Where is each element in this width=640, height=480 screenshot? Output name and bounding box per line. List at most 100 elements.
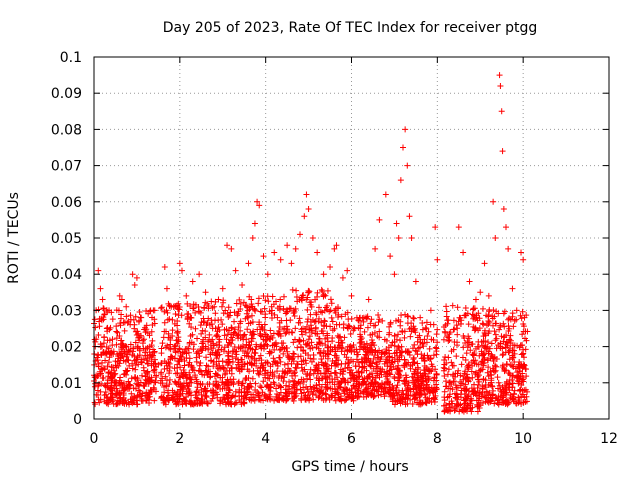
scatter-point — [517, 361, 524, 368]
scatter-point — [383, 346, 390, 353]
scatter-point — [410, 354, 417, 361]
scatter-point — [198, 396, 205, 403]
scatter-point — [281, 361, 288, 368]
scatter-point — [416, 332, 423, 339]
scatter-point — [167, 346, 174, 353]
scatter-point — [116, 292, 123, 299]
scatter-point — [189, 331, 196, 338]
scatter-point — [252, 387, 259, 394]
x-tick-label: 2 — [175, 431, 184, 447]
scatter-point — [482, 384, 489, 391]
scatter-point — [442, 354, 449, 361]
scatter-point — [321, 317, 328, 324]
scatter-point — [302, 350, 309, 357]
scatter-point — [361, 358, 368, 365]
scatter-point — [518, 382, 525, 389]
scatter-point — [355, 368, 362, 375]
scatter-point — [422, 375, 429, 382]
scatter-point — [233, 300, 240, 307]
scatter-point — [256, 393, 263, 400]
scatter-point — [245, 313, 252, 320]
scatter-point — [117, 320, 124, 327]
scatter-point — [315, 315, 322, 322]
scatter-point — [344, 346, 351, 353]
scatter-point — [240, 336, 247, 343]
scatter-point — [181, 358, 188, 365]
scatter-point — [149, 337, 156, 344]
scatter-point — [488, 351, 495, 358]
scatter-point — [493, 335, 500, 342]
scatter-point — [244, 388, 251, 395]
scatter-point — [239, 282, 246, 289]
scatter-point — [123, 353, 130, 360]
scatter-point — [392, 317, 399, 324]
scatter-point — [264, 271, 271, 278]
scatter-point — [220, 394, 227, 401]
scatter-point — [405, 348, 412, 355]
scatter-point — [515, 394, 522, 401]
scatter-point — [203, 399, 210, 406]
scatter-point — [219, 374, 226, 381]
scatter-point — [455, 367, 462, 374]
scatter-point — [335, 378, 342, 385]
scatter-point — [151, 366, 158, 373]
scatter-point — [485, 356, 492, 363]
scatter-point — [317, 389, 324, 396]
scatter-point — [158, 350, 165, 357]
scatter-point — [133, 356, 140, 363]
scatter-point — [447, 329, 454, 336]
scatter-point — [519, 391, 526, 398]
scatter-point — [213, 355, 220, 362]
scatter-point — [152, 379, 159, 386]
scatter-point — [423, 319, 430, 326]
scatter-point — [283, 396, 290, 403]
scatter-point — [100, 365, 107, 372]
scatter-point — [117, 374, 124, 381]
scatter-point — [329, 379, 336, 386]
scatter-point — [332, 397, 339, 404]
scatter-point — [122, 397, 129, 404]
scatter-point — [250, 367, 257, 374]
scatter-point — [379, 317, 386, 324]
scatter-point — [206, 321, 213, 328]
scatter-point — [298, 390, 305, 397]
scatter-point — [214, 364, 221, 371]
scatter-point — [191, 367, 198, 374]
scatter-point — [479, 305, 486, 312]
scatter-point — [502, 344, 509, 351]
scatter-point — [363, 315, 370, 322]
scatter-point — [334, 305, 341, 312]
x-axis-label: GPS time / hours — [291, 459, 408, 475]
scatter-point — [286, 356, 293, 363]
scatter-point — [463, 387, 470, 394]
scatter-point — [489, 313, 496, 320]
scatter-point — [375, 354, 382, 361]
scatter-point — [504, 399, 511, 406]
scatter-point — [497, 322, 504, 329]
scatter-point — [501, 308, 508, 315]
scatter-point — [456, 314, 463, 321]
scatter-point — [251, 220, 258, 227]
scatter-point — [158, 305, 165, 312]
scatter-point — [254, 198, 261, 205]
scatter-point — [248, 312, 255, 319]
scatter-point — [423, 325, 430, 332]
scatter-point — [196, 353, 203, 360]
scatter-point — [261, 305, 268, 312]
scatter-point — [522, 398, 529, 405]
scatter-point — [522, 365, 529, 372]
scatter-point — [254, 326, 261, 333]
scatter-point — [163, 383, 170, 390]
scatter-point — [363, 314, 370, 321]
scatter-point — [402, 126, 409, 133]
scatter-point — [103, 325, 110, 332]
scatter-point — [286, 390, 293, 397]
scatter-point — [268, 332, 275, 339]
scatter-point — [383, 373, 390, 380]
scatter-point — [509, 285, 516, 292]
scatter-point — [250, 391, 257, 398]
scatter-point — [516, 387, 523, 394]
scatter-point — [212, 298, 219, 305]
scatter-point — [139, 372, 146, 379]
scatter-point — [402, 311, 409, 318]
